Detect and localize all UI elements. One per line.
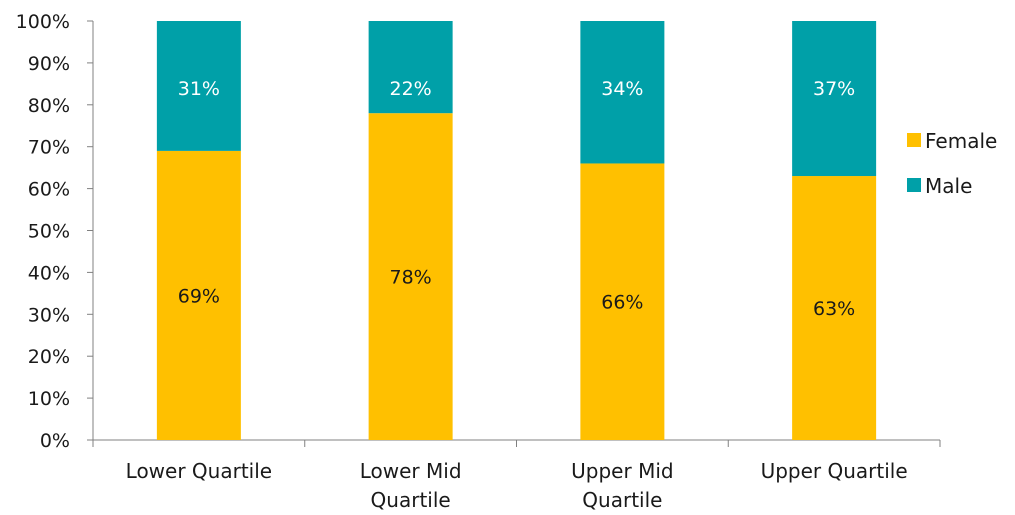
y-tick-label: 90% bbox=[28, 53, 70, 75]
bar-segment-female bbox=[580, 163, 665, 440]
bar-segment-male bbox=[580, 21, 665, 164]
data-label-female: 78% bbox=[390, 267, 432, 289]
data-label-female: 66% bbox=[601, 292, 643, 314]
y-tick-label: 60% bbox=[28, 179, 70, 201]
x-category-label-line: Quartile bbox=[582, 488, 662, 512]
y-tick-label: 0% bbox=[40, 430, 70, 452]
bar-segment-male bbox=[792, 21, 877, 177]
data-label-male: 34% bbox=[601, 78, 643, 100]
x-category-label: Lower Mid Quartile bbox=[360, 459, 462, 512]
data-label-female: 69% bbox=[178, 285, 220, 307]
x-category-label: Upper Mid Quartile bbox=[571, 459, 673, 512]
data-label-male: 22% bbox=[390, 78, 432, 100]
bar-segment-male bbox=[156, 21, 241, 151]
bar-segment-female bbox=[792, 176, 877, 440]
y-tick-label: 20% bbox=[28, 346, 70, 368]
bar-segment-female bbox=[368, 113, 453, 441]
x-category-label-line: Quartile bbox=[371, 488, 451, 512]
x-category-label-line: Upper Mid bbox=[571, 459, 673, 483]
bar-segment-male bbox=[368, 21, 453, 114]
x-category-label: Upper Quartile bbox=[761, 459, 908, 483]
data-label-male: 31% bbox=[178, 78, 220, 100]
bar-segment-female bbox=[156, 150, 241, 440]
data-label-male: 37% bbox=[813, 78, 855, 100]
legend-swatch-female bbox=[907, 133, 921, 147]
bars: 69% 31% 78% 22% 66% 34% 63% 37% bbox=[156, 21, 877, 441]
x-category-label-line: Upper Quartile bbox=[761, 459, 908, 483]
y-tick-label: 10% bbox=[28, 388, 70, 410]
legend-label-female: Female bbox=[925, 129, 997, 153]
y-tick-label: 40% bbox=[28, 262, 70, 284]
y-tick-label: 50% bbox=[28, 221, 70, 243]
x-category-label-line: Lower Mid bbox=[360, 459, 462, 483]
legend: Female Male bbox=[907, 129, 997, 198]
y-tick-label: 80% bbox=[28, 95, 70, 117]
legend-label-male: Male bbox=[925, 174, 972, 198]
legend-swatch-male bbox=[907, 178, 921, 192]
y-axis: 0% 10% 20% 30% 40% 50% 60% 70% 80% 90% 100% bbox=[16, 11, 94, 452]
y-tick-label: 70% bbox=[28, 137, 70, 159]
y-tick-label: 100% bbox=[16, 11, 70, 33]
y-tick-label: 30% bbox=[28, 304, 70, 326]
x-category-label-line: Lower Quartile bbox=[126, 459, 272, 483]
x-category-label: Lower Quartile bbox=[126, 459, 272, 483]
data-label-female: 63% bbox=[813, 298, 855, 320]
